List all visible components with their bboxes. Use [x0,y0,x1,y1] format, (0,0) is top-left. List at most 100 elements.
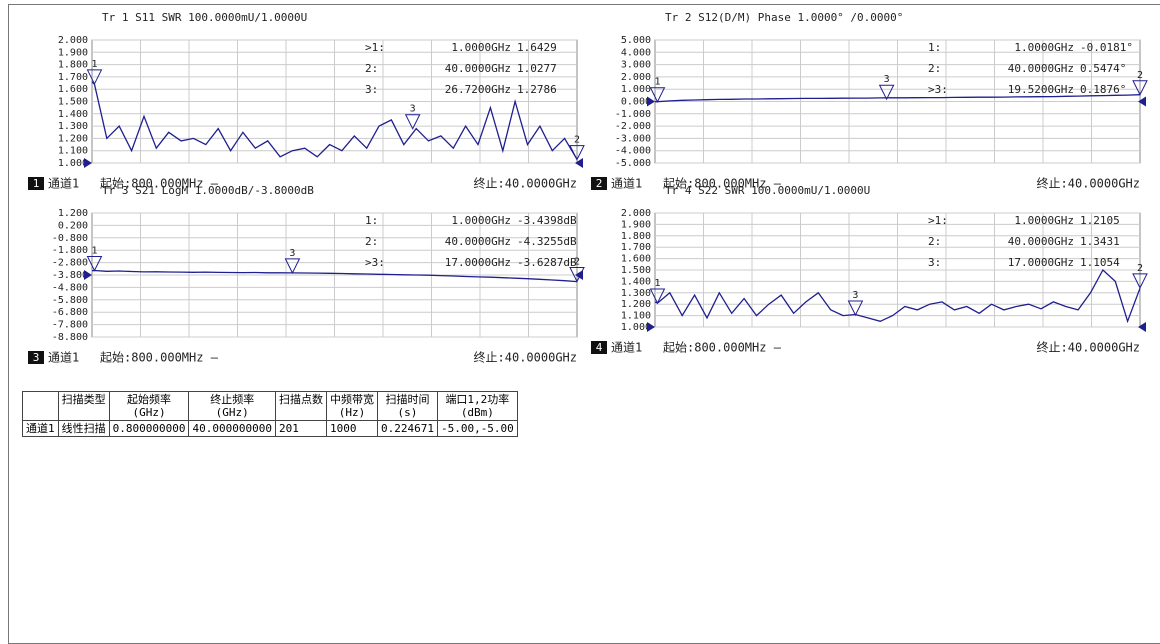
marker [649,288,666,305]
readout-value: 0.5474° [1080,62,1126,75]
y-tick-label: 2.000 [621,72,651,83]
marker [404,114,421,130]
y-tick-label: -3.000 [615,133,651,144]
header-text: (dBm) [460,406,494,419]
y-tick-label: -3.800 [52,270,88,281]
readout-value: -3.4398dB [517,214,577,227]
readout-value: 1.2105 [1080,214,1120,227]
header-text: 端口1,2功率 [445,393,510,406]
trace-title: Tr 1 S11 SWR 100.0000mU/1.0000U [102,11,307,24]
trace [654,268,1141,324]
marker [847,300,864,317]
ref-arrow [647,96,655,107]
marker [649,87,666,103]
channel-label: 通道1 [48,351,79,365]
badge-number: 1 [33,177,40,190]
marker [284,258,301,274]
header-text: 扫描时间 [385,393,430,406]
trace-title: Tr 4 S22 SWR 100.0000mU/1.0000U [665,184,870,197]
readout-name: >1: [928,214,948,227]
y-tick-label: 4.000 [621,47,651,58]
y-tick-label: -1.800 [52,245,88,256]
marker-id: 2 [574,257,580,268]
y-tick-label: 1.800 [621,231,651,242]
channel-badge [28,351,44,364]
readout-freq: 19.5200GHz [1008,83,1074,96]
readout-name: 2: [928,235,941,248]
y-tick-label: 1.000 [58,158,88,169]
readout-freq: 1.0000GHz [1014,41,1074,54]
trace [655,94,1141,103]
readout-name: 3: [928,256,941,269]
y-tick-label: -7.800 [52,320,88,331]
marker-id: 3 [410,104,416,115]
y-tick-label: 3.000 [621,60,651,71]
header-text: (GHz) [215,406,249,419]
start-freq: 起始:800.000MHz — [100,351,219,365]
marker [86,256,103,272]
ref-arrow [1138,322,1146,332]
readout-value: 1.0277 [517,62,557,75]
readout-value: 1.3431 [1080,235,1120,248]
marker-id: 1 [91,246,97,257]
marker [1132,80,1148,96]
marker [86,69,103,86]
stop-freq: 终止:40.0000GHz [1037,340,1140,355]
readout-value: -3.6287dB [517,256,577,269]
marker-id: 3 [852,290,858,301]
y-tick-label: -2.800 [52,258,88,269]
y-tick-label: 0.200 [58,220,88,231]
readout-name: 2: [365,62,378,75]
readout-name: 1: [365,214,378,227]
header-text: 起始频率 [127,393,172,406]
header-cell: 中频带宽 (Hz) [325,391,378,421]
marker-id: 2 [1137,70,1143,81]
header-text: 终止频率 [210,393,255,406]
y-tick-label: 1.200 [58,133,88,144]
channel-label: 通道1 [611,341,642,355]
y-tick-label: 1.700 [621,242,651,253]
y-tick-label: -4.000 [615,146,651,157]
y-tick-label: 2.000 [621,208,651,219]
header-text: 扫描点数 [278,393,323,406]
header-cell: 终止频率 (GHz) [188,391,276,421]
y-tick-label: 1.400 [621,276,651,287]
marker-id: 1 [91,59,97,70]
y-tick-label: 1.300 [58,121,88,132]
readout-freq: 40.0000GHz [1008,62,1074,75]
stop-freq: 终止:40.0000GHz [474,176,577,191]
badge-number: 2 [596,177,603,190]
header-cell [22,391,59,421]
header-text: (GHz) [132,406,166,419]
trace-title: Tr 2 S12(D/M) Phase 1.0000° /0.0000° [665,11,903,24]
readout-value: -0.0181° [1080,41,1133,54]
y-tick-label: 1.900 [58,47,88,58]
data-cell: 线性扫描 [57,420,110,437]
y-tick-label: -6.800 [52,307,88,318]
header-text: (Hz) [338,406,366,419]
data-cell: 1000 [325,420,378,437]
data-cell: 40.000000000 [188,420,276,437]
y-tick-label: 1.600 [58,84,88,95]
y-tick-label: 5.000 [621,35,651,46]
y-tick-label: 2.000 [58,35,88,46]
ref-arrow [84,270,92,280]
sweep-table: 扫描类型 起始频率 (GHz) 终止频率 (GHz) 扫描点数 中频带宽 (Hz) 扫描时间 (s… [22,391,518,437]
trace-title: Tr 3 S21 LogM 1.0000dB/-3.8000dB [102,184,314,197]
readout-name: 2: [365,235,378,248]
data-cell: 0.224671 [376,420,438,437]
marker [569,267,585,283]
data-row: 通道1 线性扫描 0.800000000 40.000000000 201 1000 0.2… [22,420,518,437]
y-tick-label: -5.800 [52,295,88,306]
y-tick-label: -0.800 [52,233,88,244]
y-tick-label: -1.000 [615,109,651,120]
readout-freq: 1.0000GHz [451,214,511,227]
readout-name: 1: [928,41,941,54]
data-cell: 201 [274,420,327,437]
y-tick-label: 1.700 [58,72,88,83]
start-freq: 起始:800.000MHz — [100,177,219,191]
readout-freq: 26.7200GHz [445,83,511,96]
readout-freq: 40.0000GHz [445,62,511,75]
